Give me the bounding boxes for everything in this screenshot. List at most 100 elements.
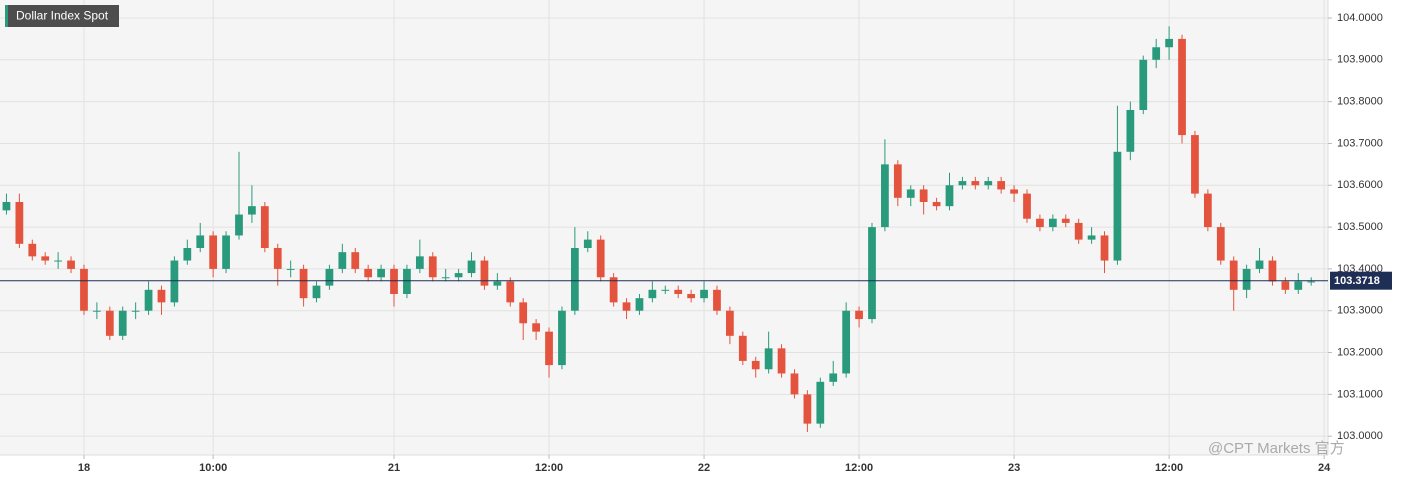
candle-body — [519, 302, 528, 324]
candle-body — [80, 268, 88, 311]
candle-body — [713, 289, 721, 311]
candle-body — [1036, 218, 1044, 228]
candle-body — [93, 310, 101, 312]
candle-body — [105, 310, 114, 336]
x-tick-label: 10:00 — [199, 462, 227, 474]
candle-body — [1294, 281, 1303, 290]
candle-body — [932, 201, 941, 207]
candle-body — [635, 298, 644, 311]
candle-body — [583, 239, 592, 248]
y-tick-label: 103.3000 — [1337, 305, 1383, 317]
x-tick-label: 24 — [1318, 462, 1331, 474]
candle-body — [325, 268, 334, 286]
candles — [2, 26, 1316, 432]
candle-body — [700, 289, 708, 299]
candle-body — [454, 273, 463, 278]
candle-body — [338, 252, 347, 269]
candle-body — [28, 243, 37, 257]
candle-body — [1023, 193, 1031, 219]
candle-body — [131, 310, 140, 312]
candle-body — [1074, 222, 1083, 240]
candle-body — [1242, 268, 1251, 290]
candle-body — [764, 348, 773, 370]
candle-body — [1178, 38, 1186, 136]
y-tick-label: 103.5000 — [1337, 221, 1383, 233]
candle-body — [958, 181, 967, 186]
x-tick-label: 18 — [78, 462, 90, 474]
candle-body — [893, 164, 902, 198]
candle-body — [441, 277, 450, 279]
candle-body — [687, 293, 696, 299]
last-price-box — [1330, 271, 1392, 290]
grid — [0, 0, 1328, 455]
candle-body — [1268, 260, 1277, 282]
candle-body — [15, 201, 24, 244]
candle-body — [1216, 227, 1225, 261]
candle-body — [570, 247, 579, 311]
candle-body — [1061, 218, 1070, 223]
candle-body — [596, 239, 605, 278]
candle-body — [790, 373, 799, 395]
candle-body — [532, 323, 540, 332]
candle-body — [1307, 281, 1316, 283]
candle-body — [364, 268, 373, 278]
candle-body — [751, 360, 760, 370]
candle-body — [1048, 218, 1057, 228]
x-tick-label: 12:00 — [845, 462, 873, 474]
y-tick-label: 103.8000 — [1337, 96, 1383, 108]
candle-body — [299, 268, 308, 299]
candle-body — [54, 260, 63, 262]
candle-body — [1087, 235, 1096, 240]
candle-body — [1165, 38, 1173, 48]
candle-body — [1113, 151, 1122, 261]
candle-body — [881, 164, 889, 228]
candle-body — [661, 289, 670, 291]
candle-body — [351, 252, 360, 269]
x-tick-label: 12:00 — [535, 462, 563, 474]
candle-body — [390, 268, 398, 294]
candle-body — [842, 310, 851, 374]
candle-body — [222, 235, 230, 269]
candle-body — [622, 302, 631, 311]
candle-body — [286, 268, 295, 270]
candle-body — [248, 206, 256, 215]
candle-body — [1010, 189, 1018, 194]
y-tick-label: 103.6000 — [1337, 179, 1383, 191]
candle-body — [1139, 59, 1148, 110]
x-tick-label: 21 — [388, 462, 400, 474]
x-tick-label: 22 — [698, 462, 710, 474]
candle-body — [209, 235, 218, 269]
candle-body — [1281, 281, 1290, 290]
candle-body — [674, 289, 683, 294]
candle-body — [2, 201, 11, 211]
y-tick-label: 103.1000 — [1337, 388, 1383, 400]
candle-body — [1100, 235, 1109, 261]
candle-body — [144, 289, 153, 311]
candle-body — [196, 235, 205, 248]
candle-body — [493, 281, 502, 286]
x-tick-label: 23 — [1008, 462, 1020, 474]
candle-body — [118, 310, 127, 336]
candle-body — [415, 256, 424, 269]
candle-body — [558, 310, 566, 366]
candle-body — [997, 181, 1006, 190]
y-tick-label: 103.7000 — [1337, 137, 1383, 149]
candle-body — [919, 189, 928, 202]
y-tick-label: 103.9000 — [1337, 54, 1383, 66]
candle-body — [609, 277, 618, 303]
title-accent — [5, 5, 8, 27]
candle-body — [41, 256, 50, 261]
title-box — [5, 5, 119, 27]
candle-body — [260, 206, 269, 248]
candle-body — [829, 373, 838, 382]
candle-body — [506, 281, 515, 303]
candle-body — [545, 331, 553, 366]
x-tick-label: 12:00 — [1155, 462, 1183, 474]
candle-body — [480, 260, 489, 286]
watermark: @CPT Markets 官方 — [1208, 440, 1345, 457]
candle-body — [183, 247, 192, 261]
chart-title: Dollar Index Spot — [16, 9, 109, 23]
candle-body — [777, 348, 786, 374]
candle-body — [1152, 47, 1161, 60]
candle-body — [1191, 135, 1199, 194]
